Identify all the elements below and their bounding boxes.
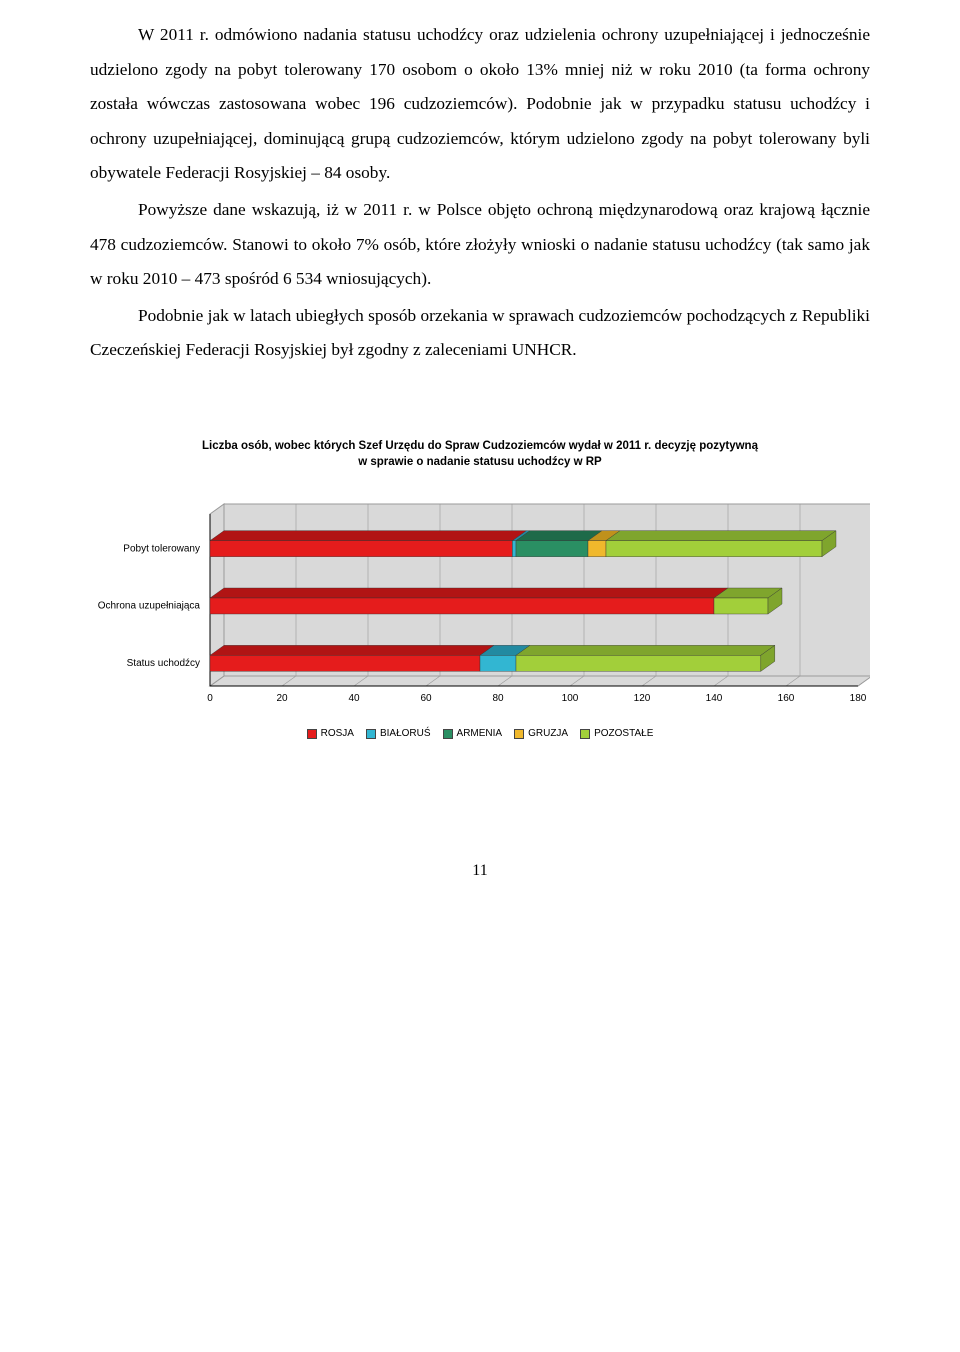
svg-text:Ochrona uzupełniająca: Ochrona uzupełniająca <box>98 601 201 612</box>
legend-item: BIAŁORUŚ <box>366 728 431 739</box>
chart-title: Liczba osób, wobec których Szef Urzędu d… <box>90 438 870 470</box>
svg-text:120: 120 <box>634 693 651 704</box>
body-paragraph: Podobnie jak w latach ubiegłych sposób o… <box>90 299 870 368</box>
body-paragraph: Powyższe dane wskazują, iż w 2011 r. w P… <box>90 193 870 297</box>
svg-text:0: 0 <box>207 693 213 704</box>
legend-label: ROSJA <box>321 728 354 739</box>
svg-text:Status uchodźcy: Status uchodźcy <box>127 658 200 669</box>
chart-svg: 0 20 40 60 80 100 120 140 160 180 Pobyt tolerowany… <box>90 484 870 714</box>
legend-swatch <box>307 729 317 739</box>
legend-swatch <box>443 729 453 739</box>
legend-swatch <box>366 729 376 739</box>
svg-text:160: 160 <box>778 693 795 704</box>
chart-title-line: Liczba osób, wobec których Szef Urzędu d… <box>202 440 758 452</box>
svg-text:80: 80 <box>492 693 504 704</box>
body-paragraph: W 2011 r. odmówiono nadania statusu ucho… <box>90 18 870 191</box>
legend-item: GRUZJA <box>514 728 568 739</box>
legend-item: POZOSTAŁE <box>580 728 653 739</box>
svg-text:140: 140 <box>706 693 723 704</box>
legend-swatch <box>514 729 524 739</box>
chart-title-line: w sprawie o nadanie statusu uchodźcy w R… <box>358 456 601 468</box>
legend-item: ROSJA <box>307 728 354 739</box>
legend-label: ARMENIA <box>457 728 503 739</box>
legend-label: GRUZJA <box>528 728 568 739</box>
svg-text:180: 180 <box>850 693 867 704</box>
svg-text:Pobyt tolerowany: Pobyt tolerowany <box>123 543 200 554</box>
svg-text:100: 100 <box>562 693 579 704</box>
legend-label: POZOSTAŁE <box>594 728 653 739</box>
svg-text:40: 40 <box>348 693 360 704</box>
legend-swatch <box>580 729 590 739</box>
svg-text:20: 20 <box>276 693 288 704</box>
chart-container: Liczba osób, wobec których Szef Urzędu d… <box>90 438 870 742</box>
legend-label: BIAŁORUŚ <box>380 728 431 739</box>
legend-item: ARMENIA <box>443 728 503 739</box>
page-number: 11 <box>90 862 870 880</box>
chart-legend: ROSJA BIAŁORUŚ ARMENIA GRUZJA POZOSTAŁE <box>90 728 870 742</box>
svg-text:60: 60 <box>420 693 432 704</box>
